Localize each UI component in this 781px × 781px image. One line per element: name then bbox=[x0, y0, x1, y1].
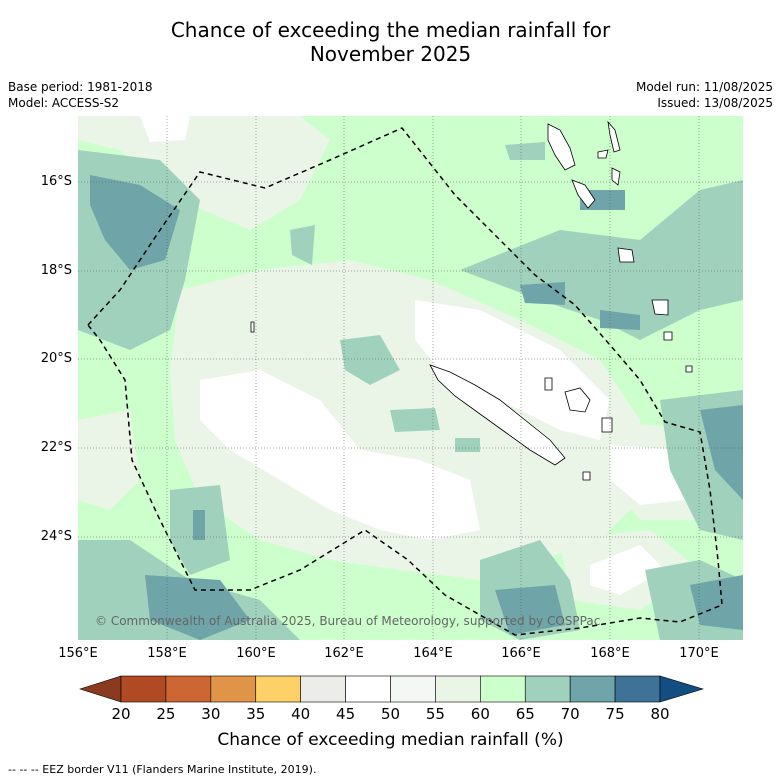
colorbar-tick-label: 75 bbox=[605, 705, 625, 723]
region-65-70 bbox=[455, 438, 480, 452]
region-50-55 bbox=[140, 116, 190, 142]
colorbar-swatch bbox=[255, 675, 301, 703]
region-70-75 bbox=[495, 585, 565, 635]
colorbar-swatch bbox=[210, 675, 257, 703]
region-70-75 bbox=[690, 575, 743, 630]
colorbar-swatch bbox=[300, 675, 346, 703]
region-65-70 bbox=[460, 180, 743, 340]
colorbar-tick-label: 80 bbox=[650, 705, 670, 723]
vanuatu-island bbox=[651, 299, 669, 316]
map-title: Chance of exceeding the median rainfall … bbox=[0, 18, 781, 66]
colorbar-swatch bbox=[120, 675, 167, 703]
vanuatu-island bbox=[571, 179, 596, 209]
region-70-75 bbox=[700, 405, 743, 500]
lon-label: 168°E bbox=[590, 646, 630, 661]
base-period-text: Base period: 1981-2018 bbox=[8, 80, 153, 94]
colorbar-swatch bbox=[614, 675, 661, 703]
colorbar-swatch bbox=[569, 675, 616, 703]
colorbar-swatch bbox=[524, 675, 571, 703]
lat-label: 24°S bbox=[40, 529, 72, 544]
colorbar-title: Chance of exceeding median rainfall (%) bbox=[217, 730, 564, 750]
colorbar-swatch bbox=[390, 675, 436, 703]
region-70-75 bbox=[193, 510, 205, 540]
region-70-75 bbox=[90, 175, 180, 270]
model-run-text: Model run: 11/08/2025 bbox=[635, 80, 773, 94]
hunter-island bbox=[685, 365, 693, 373]
isle-of-pines bbox=[582, 471, 591, 481]
colorbar-extend-low bbox=[79, 675, 122, 703]
colorbar-tick-label: 70 bbox=[560, 705, 580, 723]
title-line-2: November 2025 bbox=[309, 42, 472, 66]
region-65-70 bbox=[290, 225, 315, 265]
region-50-55 bbox=[610, 445, 685, 505]
loyalty-islands bbox=[564, 387, 591, 413]
colorbar-tick-label: 35 bbox=[246, 705, 266, 723]
colorbar-swatch bbox=[480, 675, 526, 703]
region-70-75 bbox=[520, 282, 565, 305]
vanuatu-island bbox=[597, 149, 609, 159]
lon-label: 158°E bbox=[147, 646, 187, 661]
region-65-70 bbox=[340, 335, 400, 385]
colorbar-tick-label: 45 bbox=[336, 705, 356, 723]
lon-label: 170°E bbox=[679, 646, 719, 661]
colorbar-tick-label: 20 bbox=[111, 705, 131, 723]
vanuatu-island bbox=[547, 123, 576, 171]
lon-label: 164°E bbox=[413, 646, 453, 661]
vanuatu-island bbox=[607, 120, 621, 153]
model-text: Model: ACCESS-S2 bbox=[8, 96, 120, 110]
colorbar-tick-label: 25 bbox=[156, 705, 176, 723]
region-65-70 bbox=[390, 408, 440, 432]
title-line-1: Chance of exceeding the median rainfall … bbox=[170, 18, 611, 42]
region-65-70 bbox=[505, 142, 545, 160]
vanuatu-island bbox=[617, 247, 635, 263]
chesterfield-reef bbox=[250, 321, 255, 333]
colorbar-tick-label: 55 bbox=[425, 705, 445, 723]
lat-label: 20°S bbox=[40, 351, 72, 366]
issued-text: Issued: 13/08/2025 bbox=[657, 96, 773, 110]
lat-label: 22°S bbox=[40, 440, 72, 455]
lat-label: 18°S bbox=[40, 263, 72, 278]
colorbar-extend-high bbox=[659, 675, 705, 703]
region-55-60 bbox=[78, 410, 140, 510]
colorbar-swatch bbox=[435, 675, 481, 703]
colorbar bbox=[79, 675, 705, 703]
colorbar-tick-label: 60 bbox=[470, 705, 490, 723]
lon-label: 162°E bbox=[324, 646, 364, 661]
lat-label: 16°S bbox=[40, 174, 72, 189]
eez-legend-note: -- -- -- EEZ border V11 (Flanders Marine… bbox=[8, 763, 317, 776]
lon-label: 160°E bbox=[236, 646, 276, 661]
eez-border bbox=[87, 127, 723, 636]
loyalty-islands bbox=[601, 417, 613, 433]
colorbar-swatch bbox=[165, 675, 212, 703]
colorbar-tick-label: 65 bbox=[515, 705, 535, 723]
region-55-60 bbox=[78, 116, 330, 230]
metadata-right: Model run: 11/08/2025 Issued: 13/08/2025 bbox=[636, 79, 773, 111]
vanuatu-island bbox=[611, 167, 621, 186]
gridlines bbox=[78, 116, 743, 640]
copyright-text: © Commonwealth of Australia 2025, Bureau… bbox=[95, 614, 601, 628]
region-50-55 bbox=[200, 370, 480, 540]
colorbar-tick-label: 40 bbox=[291, 705, 311, 723]
region-50-55 bbox=[590, 545, 665, 595]
loyalty-islands bbox=[544, 377, 553, 391]
colorbar-swatch bbox=[345, 675, 391, 703]
colorbar-tick-label: 30 bbox=[201, 705, 221, 723]
probability-field bbox=[78, 116, 743, 640]
lon-label: 156°E bbox=[58, 646, 98, 661]
new-caledonia-landmass bbox=[429, 364, 566, 466]
colorbar-tick-label: 50 bbox=[380, 705, 401, 723]
region-70-75 bbox=[145, 575, 250, 640]
region-50-55 bbox=[415, 300, 610, 440]
metadata-left: Base period: 1981-2018 Model: ACCESS-S2 bbox=[8, 79, 153, 111]
lon-label: 166°E bbox=[501, 646, 541, 661]
matthew-island bbox=[663, 331, 673, 341]
